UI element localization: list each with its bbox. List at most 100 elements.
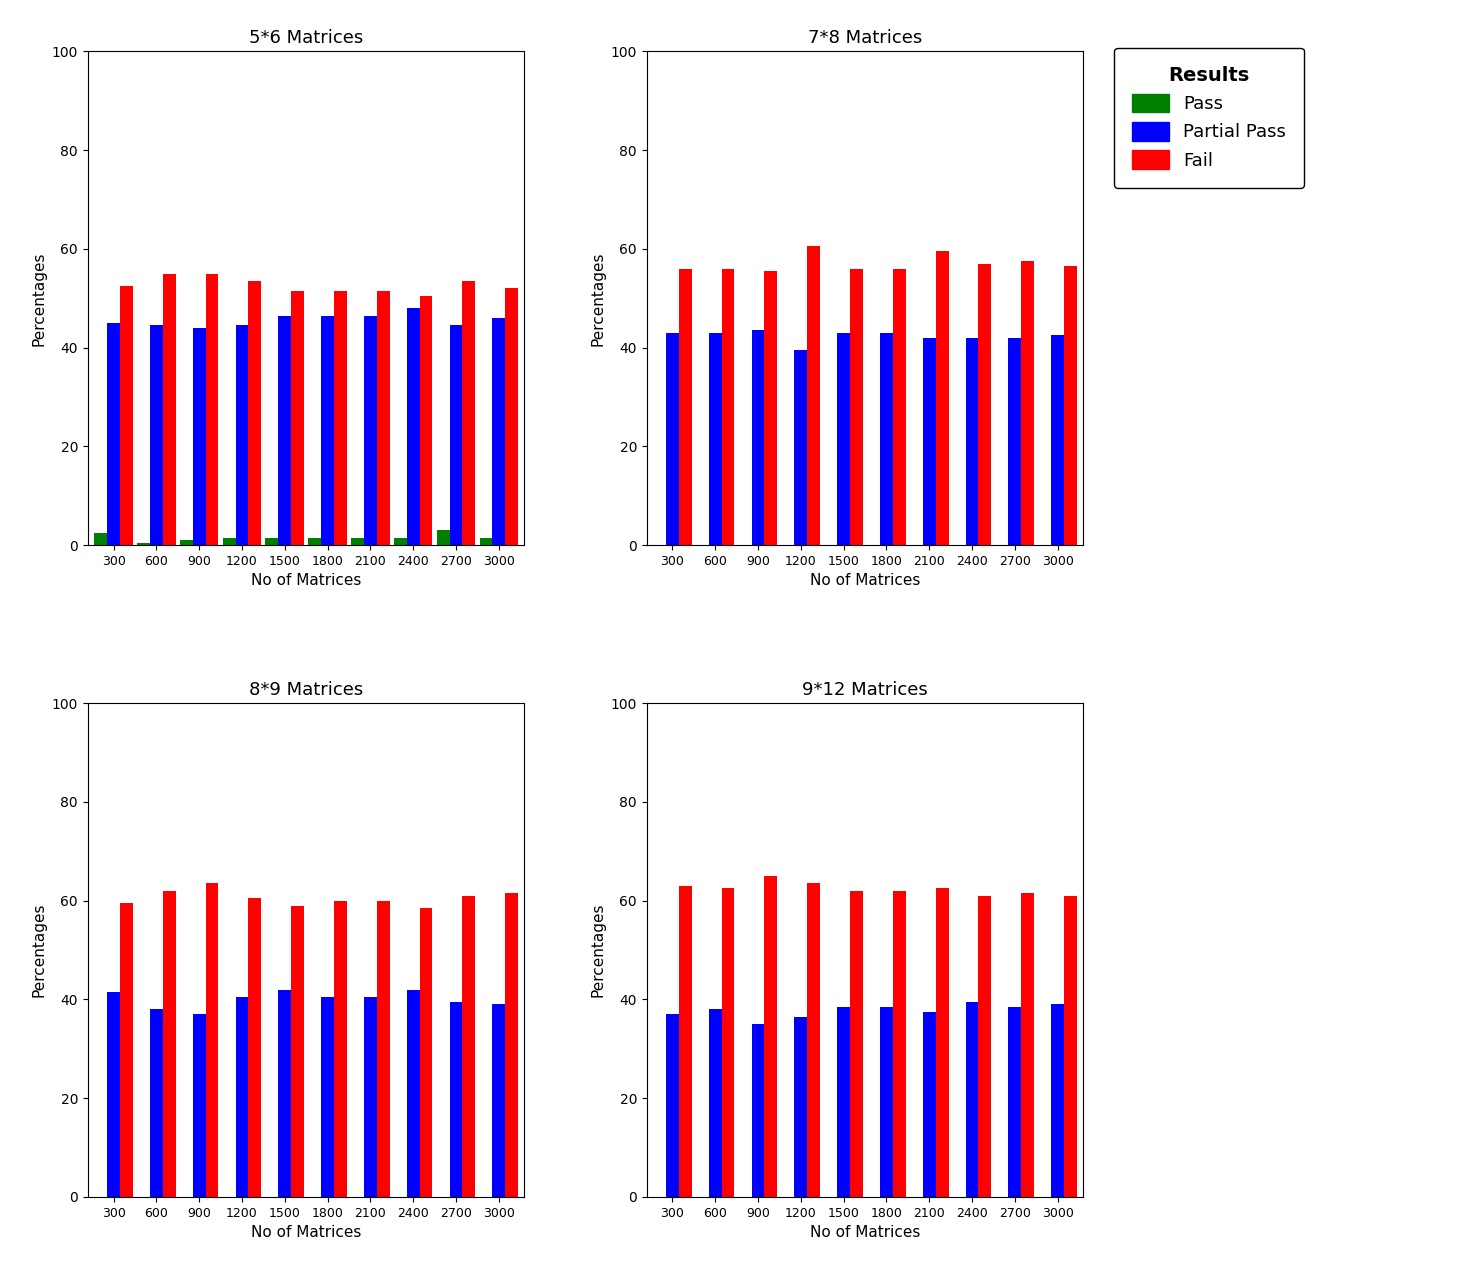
Bar xyxy=(978,896,991,1197)
Bar xyxy=(722,888,735,1197)
Bar xyxy=(463,896,476,1197)
Bar xyxy=(291,906,305,1197)
Bar xyxy=(334,291,347,546)
Bar xyxy=(278,315,291,546)
X-axis label: No of Matrices: No of Matrices xyxy=(810,574,921,588)
Bar xyxy=(751,331,764,546)
Bar xyxy=(321,997,334,1197)
Bar xyxy=(107,323,120,546)
Title: 7*8 Matrices: 7*8 Matrices xyxy=(808,30,922,48)
Bar xyxy=(407,990,420,1197)
Bar xyxy=(851,269,862,546)
Bar xyxy=(492,1004,505,1197)
Bar xyxy=(407,308,420,546)
Bar xyxy=(265,538,278,546)
Bar xyxy=(193,328,205,546)
Bar xyxy=(666,333,679,546)
X-axis label: No of Matrices: No of Matrices xyxy=(250,574,362,588)
Bar xyxy=(966,337,978,546)
Bar xyxy=(149,1009,163,1197)
Bar xyxy=(1064,266,1078,546)
Bar xyxy=(149,326,163,546)
Bar xyxy=(94,533,107,546)
Bar xyxy=(394,538,407,546)
Y-axis label: Percentages: Percentages xyxy=(590,251,605,346)
Bar xyxy=(463,281,476,546)
Bar xyxy=(764,272,777,546)
Y-axis label: Percentages: Percentages xyxy=(31,251,47,346)
Bar xyxy=(978,264,991,546)
Bar xyxy=(966,1001,978,1197)
Bar xyxy=(351,538,365,546)
Bar xyxy=(935,251,949,546)
Title: 9*12 Matrices: 9*12 Matrices xyxy=(802,681,928,699)
Bar xyxy=(376,901,389,1197)
Bar xyxy=(278,990,291,1197)
Bar xyxy=(223,538,236,546)
Bar xyxy=(309,538,321,546)
Bar xyxy=(666,1014,679,1197)
Bar xyxy=(851,891,862,1197)
Bar xyxy=(1009,337,1022,546)
Title: 5*6 Matrices: 5*6 Matrices xyxy=(249,30,363,48)
X-axis label: No of Matrices: No of Matrices xyxy=(810,1225,921,1241)
Bar xyxy=(365,315,376,546)
Bar xyxy=(679,269,691,546)
Title: 8*9 Matrices: 8*9 Matrices xyxy=(249,681,363,699)
Bar xyxy=(795,350,807,546)
Bar xyxy=(449,1001,463,1197)
Bar xyxy=(449,326,463,546)
Bar xyxy=(193,1014,205,1197)
Bar xyxy=(922,1012,935,1197)
Bar xyxy=(893,269,906,546)
Bar xyxy=(180,541,193,546)
Legend: Pass, Partial Pass, Fail: Pass, Partial Pass, Fail xyxy=(1114,48,1304,188)
Bar xyxy=(709,333,722,546)
Bar xyxy=(163,891,176,1197)
Bar xyxy=(893,891,906,1197)
Bar xyxy=(1022,893,1034,1197)
Bar xyxy=(1022,261,1034,546)
Bar xyxy=(120,903,133,1197)
Bar xyxy=(709,1009,722,1197)
Bar xyxy=(249,281,261,546)
Bar xyxy=(679,885,691,1197)
Bar xyxy=(722,269,735,546)
Bar xyxy=(107,992,120,1197)
Bar xyxy=(249,898,261,1197)
Bar xyxy=(365,997,376,1197)
Bar xyxy=(480,538,492,546)
X-axis label: No of Matrices: No of Matrices xyxy=(250,1225,362,1241)
Bar xyxy=(807,247,820,546)
Bar xyxy=(120,286,133,546)
Bar xyxy=(291,291,305,546)
Bar xyxy=(880,1006,893,1197)
Bar xyxy=(236,326,249,546)
Bar xyxy=(163,274,176,546)
Bar xyxy=(751,1024,764,1197)
Bar xyxy=(807,883,820,1197)
Bar xyxy=(505,288,518,546)
Bar xyxy=(505,893,518,1197)
Bar xyxy=(795,1017,807,1197)
Bar xyxy=(837,333,851,546)
Bar xyxy=(321,315,334,546)
Bar xyxy=(376,291,389,546)
Bar xyxy=(1064,896,1078,1197)
Bar xyxy=(205,274,218,546)
Bar xyxy=(880,333,893,546)
Y-axis label: Percentages: Percentages xyxy=(590,902,605,997)
Bar xyxy=(436,530,449,546)
Bar xyxy=(205,883,218,1197)
Bar xyxy=(764,876,777,1197)
Bar xyxy=(1009,1006,1022,1197)
Bar xyxy=(922,337,935,546)
Bar xyxy=(935,888,949,1197)
Bar xyxy=(1051,1004,1064,1197)
Bar xyxy=(1051,336,1064,546)
Y-axis label: Percentages: Percentages xyxy=(31,902,47,997)
Bar xyxy=(420,296,432,546)
Bar xyxy=(334,901,347,1197)
Bar xyxy=(492,318,505,546)
Bar xyxy=(837,1006,851,1197)
